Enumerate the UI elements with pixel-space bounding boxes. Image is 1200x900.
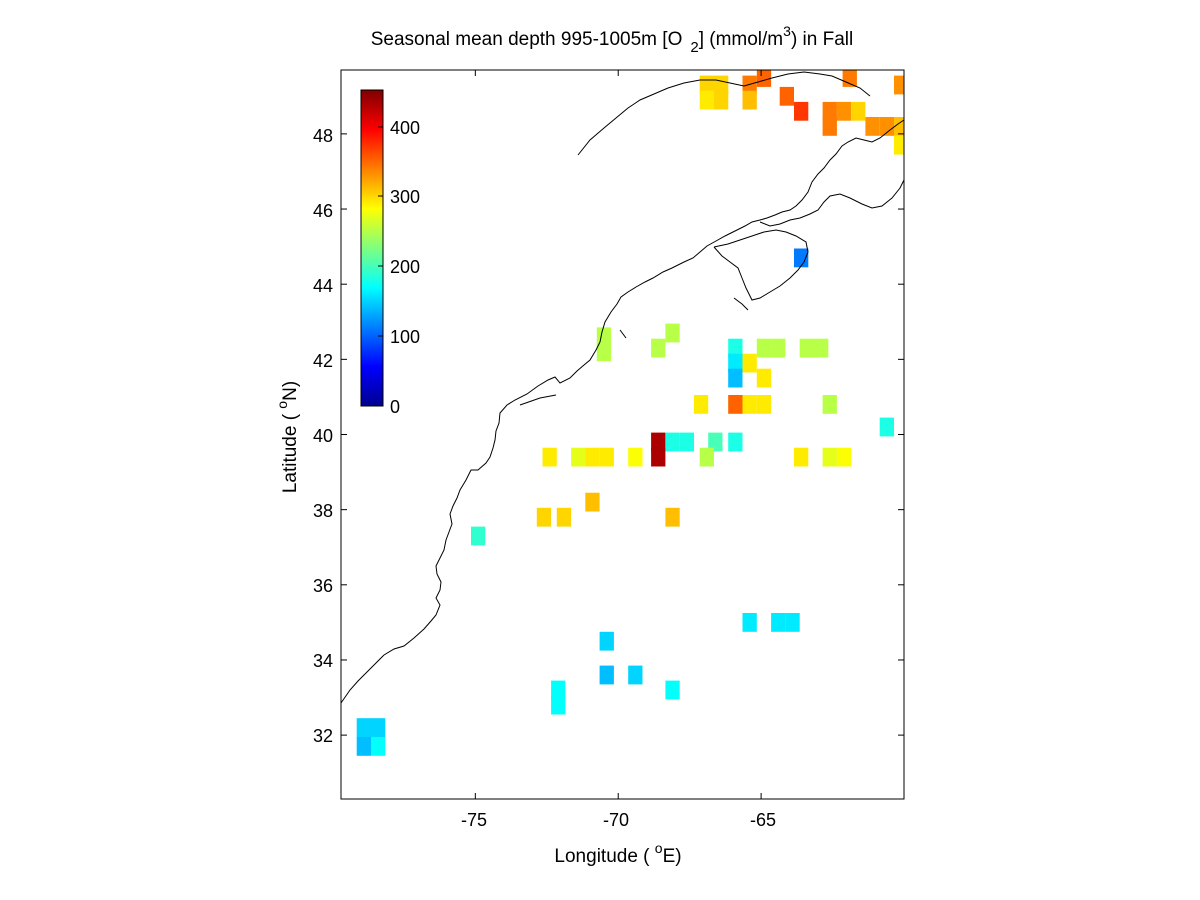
- y-tick-label: 46: [313, 201, 333, 221]
- x-axis-label: Longitude ( oE): [554, 840, 681, 867]
- heatmap-cell: [471, 526, 486, 546]
- heatmap-cell: [596, 342, 612, 362]
- colorbar-tick-label: 400: [390, 118, 420, 138]
- heatmap-cell: [551, 680, 566, 700]
- heatmap-cell: [894, 75, 904, 95]
- heatmap-cell: [585, 447, 600, 467]
- chart-title: Seasonal mean depth 995-1005m [O 2] (mmol…: [371, 23, 853, 56]
- heatmap-cell: [879, 417, 894, 437]
- heatmap-cell: [665, 680, 680, 700]
- heatmap-cell: [756, 395, 772, 414]
- heatmap-cell: [894, 135, 904, 155]
- heatmap-cell: [714, 90, 729, 110]
- y-tick-label: 40: [313, 426, 333, 446]
- heatmap-cell: [728, 353, 743, 373]
- colorbar-tick-label: 100: [390, 327, 420, 347]
- x-tick-label: -70: [603, 810, 629, 830]
- heatmap-cell: [756, 368, 772, 388]
- heatmap-cell: [822, 447, 837, 467]
- heatmap-cell: [693, 395, 709, 414]
- heatmap-cell: [665, 507, 680, 527]
- heatmap-cell: [556, 507, 572, 527]
- heatmap-cell: [894, 117, 904, 136]
- heatmap-cell: [794, 248, 809, 268]
- heatmap-cell: [836, 101, 852, 121]
- y-tick-label: 48: [313, 126, 333, 146]
- heatmap-cell: [728, 432, 743, 452]
- heatmap-cell: [371, 718, 386, 737]
- heatmap-cell: [794, 101, 809, 121]
- heatmap-cell: [699, 447, 714, 467]
- y-tick-label: 34: [313, 651, 333, 671]
- heatmap-cell: [679, 432, 694, 452]
- heatmap-cell: [728, 368, 743, 388]
- y-tick-label: 42: [313, 351, 333, 371]
- y-tick-label: 36: [313, 576, 333, 596]
- heatmap-cell: [865, 117, 880, 136]
- x-tick-label: -75: [461, 810, 487, 830]
- heatmap-cell: [699, 90, 714, 110]
- heatmap-cell: [571, 447, 586, 467]
- data-cells: [356, 70, 904, 756]
- heatmap-cell: [599, 447, 614, 467]
- heatmap-cell: [356, 737, 371, 756]
- heatmap-cell: [728, 395, 743, 414]
- heatmap-cell: [665, 323, 680, 343]
- heatmap-cell: [742, 395, 757, 414]
- heatmap-cell: [728, 338, 743, 358]
- heatmap-cell: [836, 447, 852, 467]
- heatmap-cell: [756, 70, 772, 87]
- axis-ticks: [341, 70, 904, 799]
- colorbar-tick-label: 200: [390, 257, 420, 277]
- heatmap-cell: [651, 447, 666, 467]
- heatmap-cell: [628, 447, 643, 467]
- heatmap-cell: [771, 338, 786, 358]
- heatmap-cell: [794, 447, 809, 467]
- heatmap-cell: [585, 492, 600, 512]
- heatmap-cell: [628, 665, 643, 685]
- heatmap-cell: [542, 447, 557, 467]
- colorbar-tick-label: 0: [390, 397, 400, 417]
- heatmap-cell: [742, 353, 757, 373]
- y-axis-label: Latitude ( oN): [274, 381, 301, 493]
- y-tick-label: 32: [313, 726, 333, 746]
- heatmap-cell: [551, 695, 566, 715]
- y-tick-label: 44: [313, 276, 333, 296]
- coastline: [340, 71, 905, 704]
- heatmap-cell: [599, 631, 614, 651]
- colorbar-tick-label: 300: [390, 187, 420, 207]
- heatmap-cell: [779, 86, 794, 106]
- heatmap-cell: [742, 90, 757, 110]
- y-tick-label: 38: [313, 501, 333, 521]
- plot-area-background: [341, 70, 904, 799]
- heatmap-cell: [822, 395, 837, 414]
- heatmap-cell: [771, 613, 786, 632]
- heatmap-cell: [651, 432, 666, 452]
- heatmap-cell: [799, 338, 814, 358]
- heatmap-cell: [651, 338, 666, 358]
- heatmap-cell: [742, 75, 757, 95]
- heatmap-cell: [536, 507, 552, 527]
- heatmap-cell: [599, 665, 614, 685]
- heatmap-cell: [814, 338, 829, 358]
- heatmap-cell: [822, 117, 837, 136]
- heatmap-cell: [756, 338, 772, 358]
- heatmap-cell: [842, 70, 857, 87]
- heatmap-cell: [851, 101, 866, 121]
- heatmap-cell: [665, 432, 680, 452]
- heatmap-cell: [708, 432, 723, 452]
- colorbar: [360, 89, 384, 407]
- heatmap-cell: [879, 117, 894, 136]
- heatmap-cell: [371, 737, 386, 756]
- heatmap-cell: [356, 718, 371, 737]
- colorbar-ticks: [378, 126, 383, 407]
- heatmap-cell: [742, 613, 757, 632]
- heatmap-cell: [785, 613, 800, 632]
- heatmap-cell: [822, 101, 837, 121]
- x-tick-label: -65: [750, 810, 776, 830]
